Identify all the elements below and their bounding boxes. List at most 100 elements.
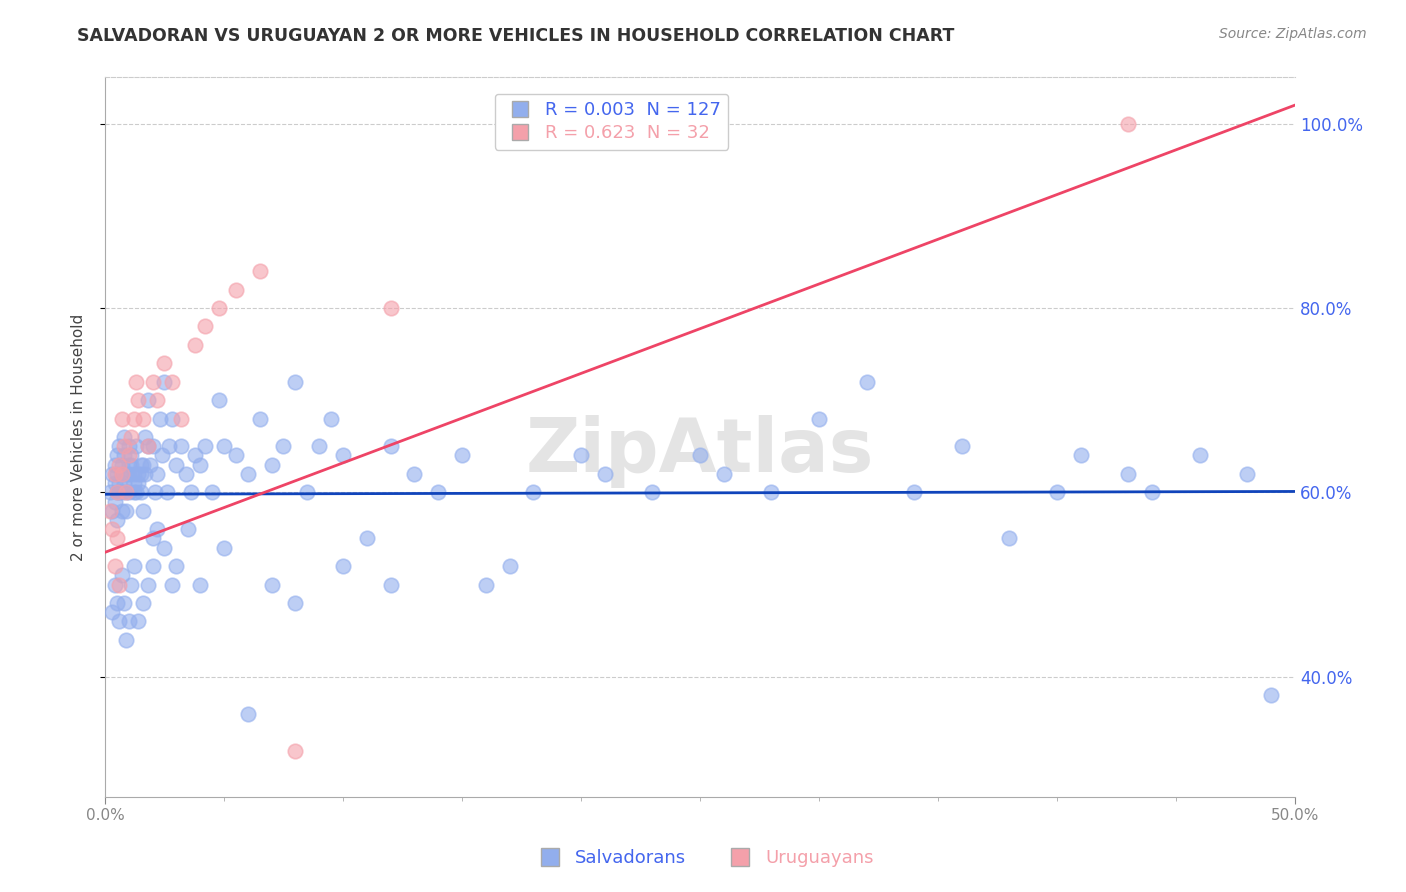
Uruguayans: [105, 485, 128, 500]
Salvadorans: [127, 476, 149, 491]
Salvadorans: [132, 458, 155, 472]
Salvadorans: [136, 393, 159, 408]
Salvadorans: [1046, 485, 1069, 500]
Salvadorans: [108, 476, 131, 491]
Salvadorans: [103, 476, 125, 491]
Salvadorans: [1236, 467, 1258, 481]
Salvadorans: [108, 615, 131, 629]
Salvadorans: [101, 467, 124, 481]
Uruguayans: [105, 532, 128, 546]
Salvadorans: [903, 485, 925, 500]
Uruguayans: [184, 338, 207, 352]
Salvadorans: [1070, 449, 1092, 463]
Salvadorans: [115, 632, 138, 647]
Salvadorans: [111, 504, 134, 518]
Salvadorans: [105, 467, 128, 481]
Salvadorans: [112, 596, 135, 610]
Salvadorans: [332, 449, 354, 463]
Uruguayans: [249, 264, 271, 278]
Uruguayans: [120, 430, 142, 444]
Salvadorans: [132, 596, 155, 610]
Salvadorans: [111, 568, 134, 582]
Salvadorans: [105, 596, 128, 610]
Salvadorans: [160, 411, 183, 425]
Uruguayans: [103, 467, 125, 481]
Uruguayans: [225, 283, 247, 297]
Uruguayans: [1118, 117, 1140, 131]
Salvadorans: [115, 504, 138, 518]
Uruguayans: [111, 411, 134, 425]
Salvadorans: [122, 559, 145, 574]
Salvadorans: [184, 449, 207, 463]
Uruguayans: [380, 301, 402, 315]
Salvadorans: [118, 458, 141, 472]
Text: SALVADORAN VS URUGUAYAN 2 OR MORE VEHICLES IN HOUSEHOLD CORRELATION CHART: SALVADORAN VS URUGUAYAN 2 OR MORE VEHICL…: [77, 27, 955, 45]
Salvadorans: [120, 458, 142, 472]
Salvadorans: [98, 485, 121, 500]
Salvadorans: [136, 577, 159, 591]
Salvadorans: [522, 485, 544, 500]
Uruguayans: [125, 375, 148, 389]
Salvadorans: [120, 577, 142, 591]
Salvadorans: [118, 615, 141, 629]
Uruguayans: [284, 743, 307, 757]
Salvadorans: [212, 439, 235, 453]
Uruguayans: [101, 522, 124, 536]
Salvadorans: [165, 458, 187, 472]
Salvadorans: [111, 467, 134, 481]
Salvadorans: [134, 430, 156, 444]
Salvadorans: [194, 439, 217, 453]
Salvadorans: [569, 449, 592, 463]
Salvadorans: [115, 467, 138, 481]
Salvadorans: [111, 458, 134, 472]
Salvadorans: [641, 485, 664, 500]
Salvadorans: [236, 706, 259, 721]
Salvadorans: [180, 485, 202, 500]
Salvadorans: [125, 439, 148, 453]
Salvadorans: [808, 411, 831, 425]
Salvadorans: [297, 485, 319, 500]
Salvadorans: [427, 485, 450, 500]
Salvadorans: [1260, 688, 1282, 702]
Salvadorans: [105, 449, 128, 463]
Salvadorans: [146, 467, 169, 481]
Salvadorans: [120, 449, 142, 463]
Salvadorans: [129, 467, 152, 481]
Salvadorans: [284, 596, 307, 610]
Uruguayans: [108, 458, 131, 472]
Salvadorans: [332, 559, 354, 574]
Salvadorans: [1188, 449, 1211, 463]
Salvadorans: [108, 485, 131, 500]
Salvadorans: [188, 458, 211, 472]
Uruguayans: [118, 449, 141, 463]
Text: ZipAtlas: ZipAtlas: [526, 415, 875, 488]
Salvadorans: [157, 439, 180, 453]
Salvadorans: [950, 439, 973, 453]
Salvadorans: [112, 476, 135, 491]
Salvadorans: [260, 458, 283, 472]
Salvadorans: [122, 476, 145, 491]
Salvadorans: [855, 375, 877, 389]
Salvadorans: [356, 532, 378, 546]
Salvadorans: [404, 467, 426, 481]
Uruguayans: [98, 504, 121, 518]
Salvadorans: [201, 485, 224, 500]
Salvadorans: [761, 485, 783, 500]
Salvadorans: [153, 375, 176, 389]
Salvadorans: [105, 485, 128, 500]
Salvadorans: [593, 467, 616, 481]
Salvadorans: [142, 532, 165, 546]
Uruguayans: [127, 393, 149, 408]
Salvadorans: [273, 439, 295, 453]
Salvadorans: [380, 439, 402, 453]
Salvadorans: [101, 605, 124, 619]
Salvadorans: [127, 467, 149, 481]
Salvadorans: [118, 467, 141, 481]
Uruguayans: [112, 439, 135, 453]
Salvadorans: [146, 522, 169, 536]
Salvadorans: [160, 577, 183, 591]
Salvadorans: [118, 485, 141, 500]
Text: Source: ZipAtlas.com: Source: ZipAtlas.com: [1219, 27, 1367, 41]
Salvadorans: [1140, 485, 1163, 500]
Uruguayans: [103, 559, 125, 574]
